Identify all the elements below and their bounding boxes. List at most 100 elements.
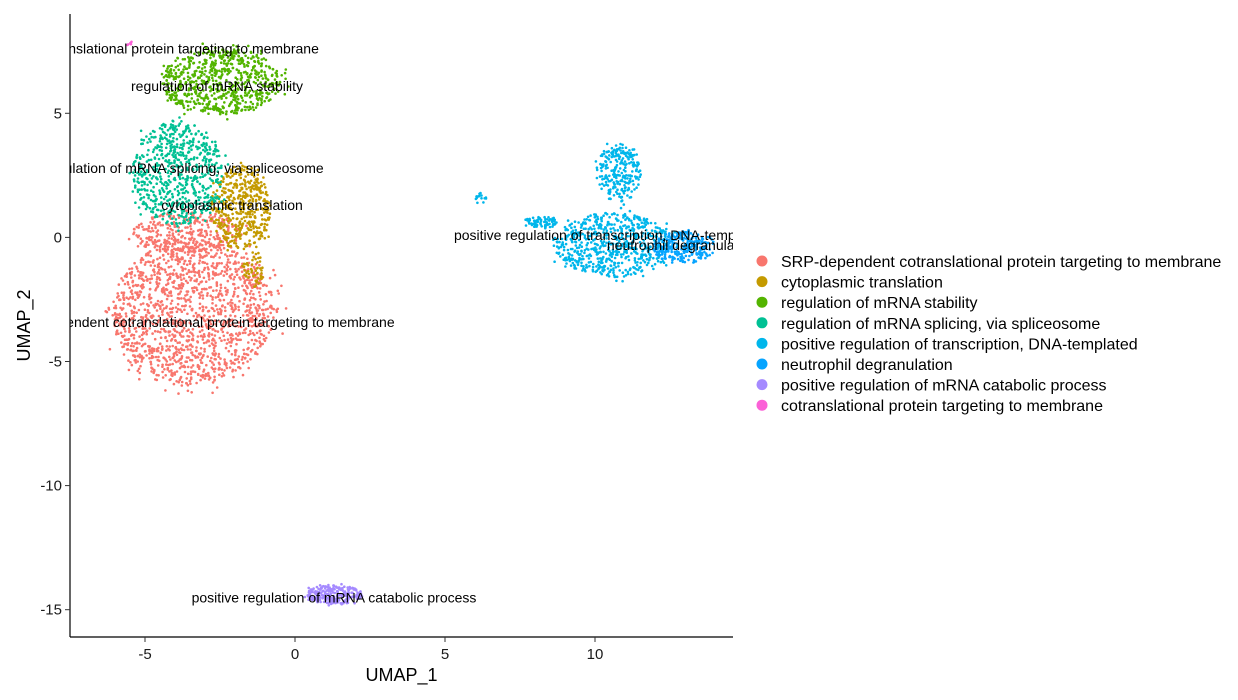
point [180,235,183,239]
point [590,247,593,251]
point [263,183,266,186]
point [261,275,264,279]
point [149,301,153,304]
point [115,316,119,320]
point [168,135,172,138]
point [252,66,255,70]
point [607,257,611,261]
point [563,256,567,260]
point [176,64,180,68]
point [240,74,243,77]
point [259,49,263,53]
point [637,162,640,166]
point [206,136,209,139]
point [134,283,138,287]
point [640,234,644,238]
point [161,363,164,367]
point [164,389,167,392]
point [205,262,209,266]
point [150,370,153,373]
point [165,349,168,352]
point [642,259,645,262]
point [254,234,258,237]
point [238,331,241,335]
point [139,303,143,306]
point [205,75,208,78]
point [220,55,224,58]
point [136,177,140,180]
point [227,242,230,245]
point [599,250,602,254]
point [259,189,262,193]
point [634,272,637,276]
point [141,225,144,229]
point [213,147,217,151]
point [255,279,258,282]
point [168,370,171,373]
point [480,194,483,197]
point [207,268,210,271]
point [639,261,642,265]
point [544,223,547,227]
point [130,289,133,292]
point [617,170,620,173]
point [218,216,221,220]
point [190,351,194,354]
point [176,224,179,228]
point [211,307,215,311]
point [174,345,178,349]
point [213,309,216,313]
point [186,100,189,104]
point [142,138,146,142]
point [247,91,250,94]
point [170,299,174,303]
point [598,175,602,178]
point [619,253,623,256]
point [591,265,595,269]
point [182,326,186,330]
point [652,267,655,271]
point [166,368,169,371]
point [621,175,625,179]
point [241,99,245,102]
point [201,208,204,211]
point [207,278,211,281]
point [269,304,273,308]
point [674,238,678,241]
point [649,255,652,259]
point [167,87,171,90]
point [670,248,673,251]
point [625,231,628,235]
point [220,208,224,212]
point [206,193,210,197]
point [645,263,649,267]
point [225,342,229,345]
point [176,57,180,60]
point [152,349,156,353]
point [228,275,231,278]
point [220,189,224,193]
point [195,82,198,86]
point [620,255,623,259]
point [203,347,206,351]
point [184,197,187,200]
point [191,264,195,267]
point [234,76,237,79]
point [173,352,176,355]
point [203,200,206,204]
point [255,230,259,233]
point [605,273,609,277]
point [154,288,157,292]
point [133,342,137,345]
point [174,287,178,290]
point [208,216,211,219]
point [250,311,254,314]
point [211,296,214,299]
point [189,50,193,54]
point [203,73,206,76]
point [623,224,627,227]
point [113,318,117,321]
point [201,189,205,192]
point [211,270,215,274]
point [131,341,134,345]
